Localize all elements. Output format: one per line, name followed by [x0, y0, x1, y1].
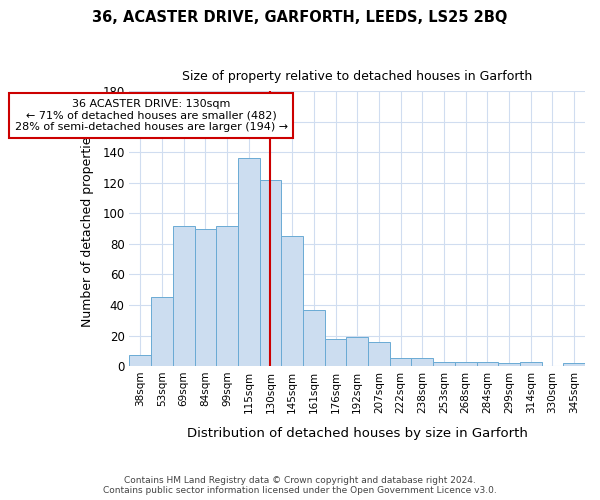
Bar [433, 362, 455, 366]
Bar [563, 363, 585, 366]
Bar [390, 358, 412, 366]
Bar [260, 180, 281, 366]
Bar [281, 236, 303, 366]
Text: 36, ACASTER DRIVE, GARFORTH, LEEDS, LS25 2BQ: 36, ACASTER DRIVE, GARFORTH, LEEDS, LS25… [92, 10, 508, 25]
Bar [498, 363, 520, 366]
Bar [303, 310, 325, 366]
Bar [151, 298, 173, 366]
Bar [520, 362, 542, 366]
Text: 36 ACASTER DRIVE: 130sqm
← 71% of detached houses are smaller (482)
28% of semi-: 36 ACASTER DRIVE: 130sqm ← 71% of detach… [14, 99, 287, 132]
Bar [194, 228, 216, 366]
Bar [325, 338, 346, 366]
Bar [412, 358, 433, 366]
Text: Contains HM Land Registry data © Crown copyright and database right 2024.
Contai: Contains HM Land Registry data © Crown c… [103, 476, 497, 495]
Bar [476, 362, 498, 366]
Bar [346, 337, 368, 366]
X-axis label: Distribution of detached houses by size in Garforth: Distribution of detached houses by size … [187, 427, 527, 440]
Bar [173, 226, 194, 366]
Bar [368, 342, 390, 366]
Bar [455, 362, 476, 366]
Bar [216, 226, 238, 366]
Bar [130, 356, 151, 366]
Title: Size of property relative to detached houses in Garforth: Size of property relative to detached ho… [182, 70, 532, 83]
Bar [238, 158, 260, 366]
Y-axis label: Number of detached properties: Number of detached properties [81, 130, 94, 327]
